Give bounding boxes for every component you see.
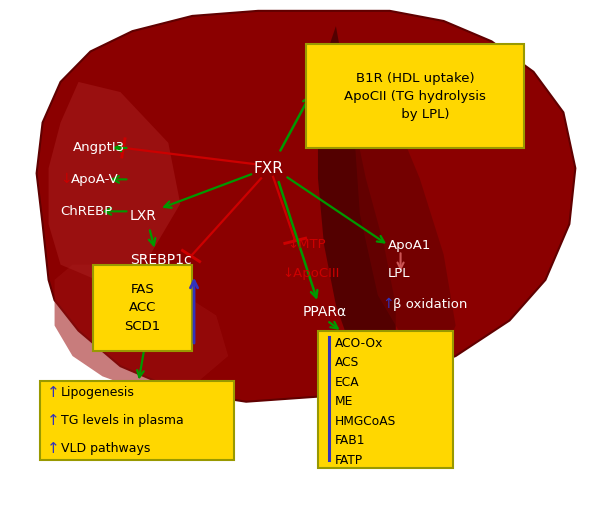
Text: TG levels in plasma: TG levels in plasma bbox=[61, 414, 184, 428]
Text: Lipogenesis: Lipogenesis bbox=[61, 385, 134, 399]
Text: VLD pathways: VLD pathways bbox=[61, 442, 150, 455]
Text: ApoA-V: ApoA-V bbox=[71, 173, 119, 186]
Text: ↑: ↑ bbox=[383, 297, 394, 311]
Polygon shape bbox=[354, 51, 455, 366]
FancyBboxPatch shape bbox=[94, 265, 192, 351]
Text: AngptI3: AngptI3 bbox=[73, 142, 125, 154]
Text: B1R (HDL uptake)
ApoCII (TG hydrolysis
     by LPL): B1R (HDL uptake) ApoCII (TG hydrolysis b… bbox=[344, 72, 486, 121]
Text: FXR: FXR bbox=[254, 161, 284, 176]
Text: LPL: LPL bbox=[388, 267, 410, 280]
Text: PPARα: PPARα bbox=[303, 305, 347, 319]
Text: ↑: ↑ bbox=[47, 441, 60, 456]
FancyBboxPatch shape bbox=[306, 44, 524, 148]
Text: ↓MTP: ↓MTP bbox=[287, 238, 325, 251]
Text: ↑: ↑ bbox=[47, 413, 60, 429]
Polygon shape bbox=[49, 82, 180, 280]
Text: ACS: ACS bbox=[335, 356, 359, 370]
Text: FAB1: FAB1 bbox=[335, 434, 365, 447]
Text: ApoA1: ApoA1 bbox=[388, 239, 431, 252]
Text: ACO-Ox: ACO-Ox bbox=[335, 337, 383, 350]
Text: SREBP1c: SREBP1c bbox=[130, 252, 192, 267]
Text: ME: ME bbox=[335, 395, 353, 408]
Text: FAS
ACC
SCD1: FAS ACC SCD1 bbox=[124, 283, 161, 333]
Text: ECA: ECA bbox=[335, 376, 359, 389]
Text: β oxidation: β oxidation bbox=[394, 298, 468, 311]
FancyBboxPatch shape bbox=[318, 331, 452, 468]
Polygon shape bbox=[37, 11, 575, 402]
FancyBboxPatch shape bbox=[40, 381, 234, 460]
Text: ↓: ↓ bbox=[61, 173, 72, 186]
Polygon shape bbox=[318, 26, 396, 381]
Text: ↑: ↑ bbox=[47, 385, 60, 400]
Text: HMGCoAS: HMGCoAS bbox=[335, 415, 396, 428]
Text: FATP: FATP bbox=[335, 454, 363, 467]
Text: LXR: LXR bbox=[130, 209, 157, 223]
Text: ↓ApoCIII: ↓ApoCIII bbox=[282, 267, 340, 280]
Text: ChREBP: ChREBP bbox=[61, 205, 113, 218]
Polygon shape bbox=[55, 265, 228, 391]
